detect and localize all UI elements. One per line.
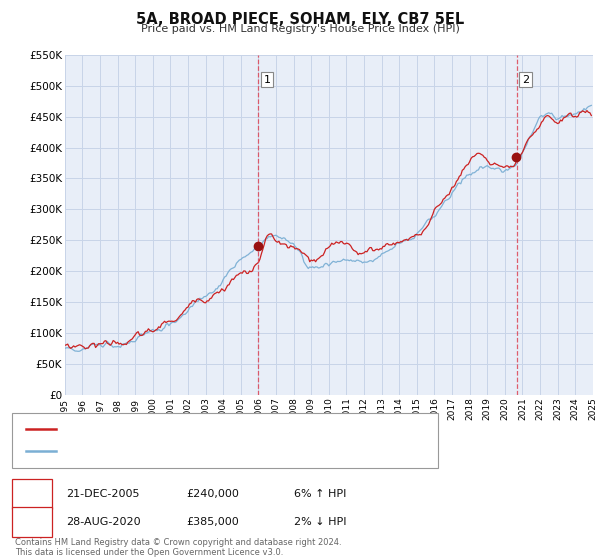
Text: 2: 2: [28, 517, 35, 527]
Text: 1: 1: [28, 489, 35, 499]
Text: £240,000: £240,000: [186, 489, 239, 499]
Text: 2% ↓ HPI: 2% ↓ HPI: [294, 517, 347, 527]
Text: 6% ↑ HPI: 6% ↑ HPI: [294, 489, 346, 499]
Text: 1: 1: [264, 74, 271, 85]
Text: 5A, BROAD PIECE, SOHAM, ELY, CB7 5EL: 5A, BROAD PIECE, SOHAM, ELY, CB7 5EL: [136, 12, 464, 27]
Text: HPI: Average price, detached house, East Cambridgeshire: HPI: Average price, detached house, East…: [62, 446, 364, 456]
Text: 5A, BROAD PIECE, SOHAM, ELY, CB7 5EL (detached house): 5A, BROAD PIECE, SOHAM, ELY, CB7 5EL (de…: [62, 424, 366, 434]
Text: 2: 2: [522, 74, 529, 85]
Text: £385,000: £385,000: [186, 517, 239, 527]
Text: Contains HM Land Registry data © Crown copyright and database right 2024.
This d: Contains HM Land Registry data © Crown c…: [15, 538, 341, 557]
Text: 28-AUG-2020: 28-AUG-2020: [66, 517, 140, 527]
Text: Price paid vs. HM Land Registry's House Price Index (HPI): Price paid vs. HM Land Registry's House …: [140, 24, 460, 34]
Text: 21-DEC-2005: 21-DEC-2005: [66, 489, 139, 499]
